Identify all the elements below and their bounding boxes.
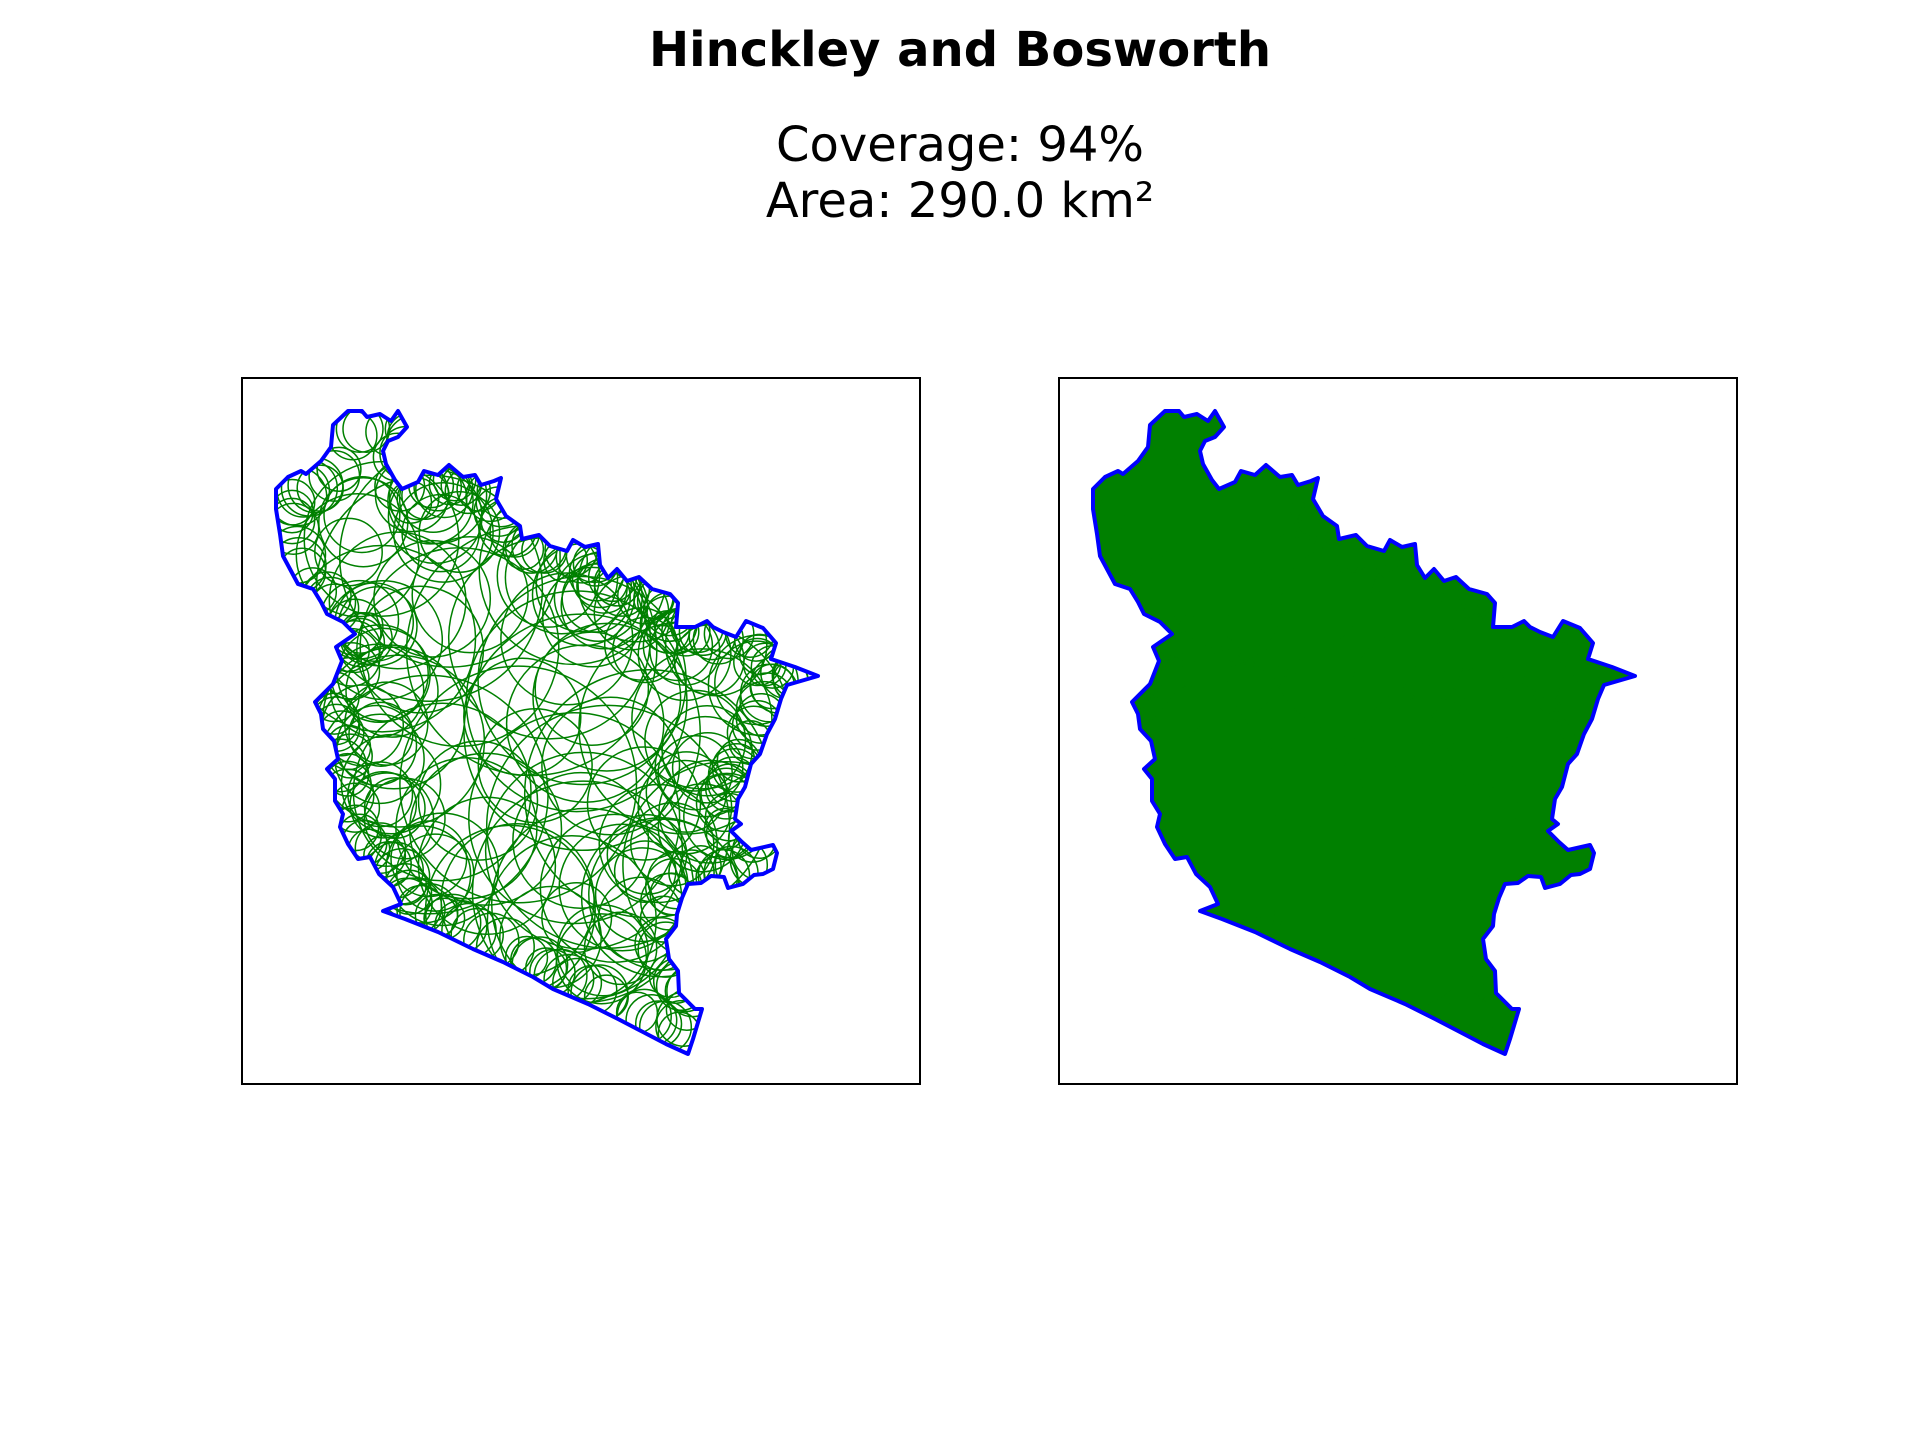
- filled-map: [1091, 409, 1637, 1056]
- coverage-disc: [1106, 545, 1293, 732]
- area-label: Area: 290.0 km²: [765, 173, 1155, 229]
- coverage-circle: [318, 476, 409, 568]
- coverage-disc: [1416, 784, 1535, 903]
- coverage-circle: [373, 539, 492, 658]
- filled-panel: [1058, 377, 1738, 1085]
- coverage-circle: [505, 644, 665, 803]
- coverage-circle: [485, 704, 731, 949]
- coverage-circle: [534, 631, 650, 747]
- coverage-circle: [315, 474, 544, 702]
- coverage-circle: [541, 696, 681, 836]
- coverage-fill: [1093, 411, 1635, 1054]
- outline-map: [274, 409, 820, 1056]
- coverage-circle: [335, 411, 384, 453]
- coverage-disc: [1093, 490, 1131, 533]
- coverage-circle: [512, 771, 650, 909]
- coverage-circle: [484, 751, 684, 950]
- coverage-circle: [661, 705, 753, 797]
- district-boundary: [1091, 409, 1637, 1056]
- coverage-circle: [477, 708, 593, 824]
- coverage-circle: [671, 731, 744, 804]
- coverage-circle: [385, 414, 445, 474]
- district-boundary: [274, 409, 820, 1056]
- coverage-circle: [352, 702, 532, 882]
- coverage-circle: [586, 746, 702, 861]
- coverage-circle: [468, 711, 681, 925]
- coverage-label: Coverage: 94%: [775, 117, 1145, 173]
- coverage-circle: [637, 759, 733, 855]
- coverage-circle: [342, 411, 391, 453]
- coverage-circle: [411, 536, 529, 654]
- coverage-circle: [463, 613, 701, 852]
- outline-panel: [241, 377, 921, 1085]
- coverage-circle: [323, 475, 401, 554]
- coverage-circle: [328, 531, 467, 670]
- coverage-circle: [316, 446, 362, 492]
- coverage-circle: [739, 672, 795, 727]
- coverage-circle: [532, 622, 682, 772]
- coverage-circle: [363, 777, 446, 860]
- coverage-circle: [345, 644, 439, 738]
- coverage-circle: [276, 489, 314, 534]
- coverage-circle: [475, 917, 535, 977]
- coverage-circle: [329, 643, 425, 739]
- coverage-circle: [631, 648, 773, 790]
- figure-title: Hinckley and Bosworth: [648, 22, 1272, 78]
- coverage-disc: [1203, 813, 1316, 926]
- coverage-circle: [578, 621, 792, 835]
- coverage-circle: [598, 783, 718, 904]
- coverage-circles: [276, 411, 818, 1054]
- coverage-circle: [486, 835, 657, 1006]
- coverage-circle: [277, 547, 327, 597]
- coverage-circle: [276, 497, 316, 545]
- coverage-circle: [399, 665, 638, 904]
- coverage-circle: [314, 517, 383, 587]
- coverage-disc: [1265, 537, 1468, 739]
- coverage-circle: [385, 812, 500, 927]
- coverage-circle: [303, 460, 460, 617]
- coverage-disc: [1203, 415, 1261, 473]
- coverage-circle: [477, 575, 687, 786]
- coverage-circle: [500, 572, 634, 706]
